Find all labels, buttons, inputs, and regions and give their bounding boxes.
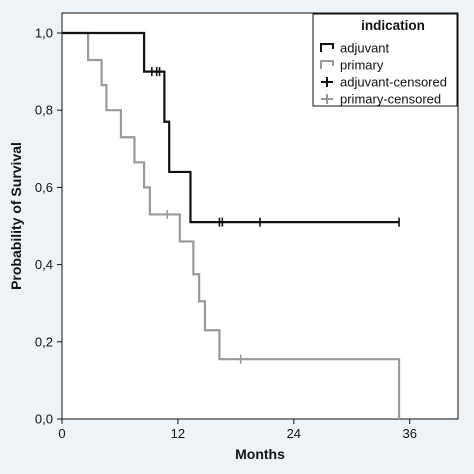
series-layer bbox=[62, 31, 401, 419]
legend: indication adjuvant primary adjuvant-censor… bbox=[312, 13, 458, 107]
legend-swatch-adjuvant bbox=[320, 43, 334, 52]
legend-title: indication bbox=[361, 18, 425, 33]
x-tick-label: 36 bbox=[402, 426, 416, 441]
y-tick-label: 0,0 bbox=[35, 412, 53, 427]
y-tick-label: 1,0 bbox=[35, 26, 53, 41]
axes: 0 12 24 36 0,0 0,2 0,4 0,6 0,8 1,0 bbox=[35, 26, 417, 442]
series-line-adjuvant bbox=[62, 31, 400, 224]
y-tick-label: 0,4 bbox=[35, 257, 53, 272]
x-axis-label: Months bbox=[235, 446, 285, 462]
legend-swatch-primary bbox=[320, 60, 334, 69]
series-line-primary bbox=[62, 31, 401, 419]
legend-label-adjuvant-censored: adjuvant-censored bbox=[340, 75, 447, 90]
legend-label-adjuvant: adjuvant bbox=[340, 41, 390, 56]
legend-label-primary: primary bbox=[340, 58, 384, 73]
x-tick-label: 24 bbox=[287, 426, 301, 441]
y-tick-label: 0,2 bbox=[35, 334, 53, 349]
legend-label-primary-censored: primary-censored bbox=[340, 92, 441, 107]
legend-box bbox=[312, 13, 458, 107]
x-tick-label: 12 bbox=[171, 426, 185, 441]
y-axis-label: Probability of Survival bbox=[8, 142, 24, 290]
x-tick-label: 0 bbox=[58, 426, 65, 441]
y-tick-label: 0,8 bbox=[35, 103, 53, 118]
y-tick-label: 0,6 bbox=[35, 180, 53, 195]
